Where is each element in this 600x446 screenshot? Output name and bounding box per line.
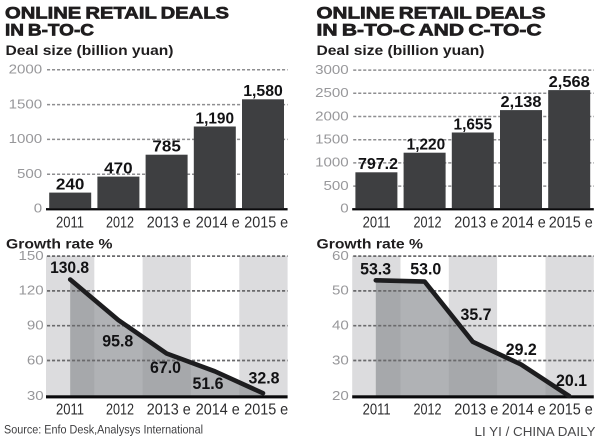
svg-text:2012: 2012: [106, 214, 134, 231]
svg-text:2014 e: 2014 e: [502, 214, 546, 231]
svg-text:30: 30: [332, 352, 349, 367]
svg-text:51.6: 51.6: [193, 375, 224, 393]
svg-text:2012: 2012: [414, 401, 442, 418]
svg-text:50: 50: [332, 283, 349, 298]
svg-text:2015 e: 2015 e: [549, 214, 593, 231]
svg-text:95.8: 95.8: [102, 332, 133, 350]
svg-text:120: 120: [19, 283, 44, 298]
svg-text:Growth rate %: Growth rate %: [6, 235, 113, 251]
svg-text:32.8: 32.8: [249, 369, 280, 387]
svg-text:2000: 2000: [315, 108, 349, 123]
svg-text:0: 0: [34, 201, 42, 216]
svg-text:130.8: 130.8: [50, 259, 89, 277]
svg-text:60: 60: [332, 248, 349, 263]
svg-text:2500: 2500: [315, 85, 349, 100]
svg-text:20.1: 20.1: [556, 372, 587, 390]
svg-text:2014 e: 2014 e: [196, 401, 240, 418]
svg-text:2011: 2011: [56, 214, 84, 231]
svg-text:2014 e: 2014 e: [502, 401, 546, 418]
svg-text:2000: 2000: [9, 62, 43, 77]
svg-text:ONLINE RETAIL DEALS: ONLINE RETAIL DEALS: [5, 4, 229, 23]
svg-text:2013 e: 2013 e: [454, 214, 498, 231]
svg-text:2011: 2011: [363, 401, 391, 418]
svg-text:240: 240: [56, 176, 85, 193]
svg-text:Deal size (billion yuan): Deal size (billion yuan): [6, 42, 174, 58]
svg-text:2015 e: 2015 e: [244, 214, 288, 231]
svg-text:1000: 1000: [315, 155, 349, 170]
svg-text:67.0: 67.0: [150, 359, 181, 377]
svg-text:30: 30: [27, 388, 44, 403]
svg-text:Source: Enfo Desk,Analysys Int: Source: Enfo Desk,Analysys International: [4, 423, 203, 437]
svg-text:2,138: 2,138: [501, 94, 542, 111]
svg-text:797.2: 797.2: [358, 156, 398, 173]
svg-text:2013 e: 2013 e: [147, 401, 191, 418]
svg-text:2013 e: 2013 e: [454, 401, 498, 418]
svg-text:2012: 2012: [414, 214, 442, 231]
svg-text:1,220: 1,220: [407, 137, 446, 154]
svg-text:LI YI / CHINA DAILY: LI YI / CHINA DAILY: [475, 424, 596, 439]
svg-text:500: 500: [17, 166, 42, 181]
svg-text:2011: 2011: [363, 214, 391, 231]
svg-text:2012: 2012: [106, 401, 134, 418]
svg-text:60: 60: [27, 352, 44, 367]
svg-text:IN B-TO-C AND C-TO-C: IN B-TO-C AND C-TO-C: [317, 20, 542, 39]
svg-text:1,655: 1,655: [454, 116, 493, 133]
svg-text:90: 90: [27, 318, 44, 333]
svg-text:470: 470: [104, 160, 133, 177]
svg-text:IN B-TO-C: IN B-TO-C: [5, 20, 94, 39]
svg-text:1500: 1500: [9, 96, 43, 111]
svg-text:1,580: 1,580: [243, 83, 283, 100]
svg-text:53.3: 53.3: [360, 261, 391, 279]
svg-text:785: 785: [152, 139, 181, 156]
svg-text:0: 0: [340, 201, 348, 216]
svg-text:Deal size (billion yuan): Deal size (billion yuan): [317, 42, 485, 58]
svg-text:1000: 1000: [9, 131, 43, 146]
svg-text:ONLINE RETAIL DEALS: ONLINE RETAIL DEALS: [317, 4, 546, 23]
svg-text:2,568: 2,568: [549, 74, 590, 91]
svg-text:20: 20: [332, 388, 349, 403]
svg-text:2014 e: 2014 e: [196, 214, 240, 231]
svg-text:500: 500: [324, 178, 349, 193]
svg-text:Growth rate %: Growth rate %: [317, 235, 424, 251]
svg-text:1500: 1500: [315, 132, 349, 147]
svg-text:1,190: 1,190: [196, 110, 235, 127]
svg-text:2013 e: 2013 e: [147, 214, 191, 231]
svg-text:2015 e: 2015 e: [549, 401, 593, 418]
svg-text:150: 150: [19, 248, 44, 263]
svg-text:29.2: 29.2: [506, 341, 537, 359]
svg-text:2011: 2011: [56, 401, 84, 418]
svg-text:53.0: 53.0: [410, 261, 441, 279]
svg-text:3000: 3000: [315, 62, 349, 77]
svg-text:2015 e: 2015 e: [244, 401, 288, 418]
svg-text:35.7: 35.7: [461, 306, 492, 324]
svg-text:40: 40: [332, 318, 349, 333]
